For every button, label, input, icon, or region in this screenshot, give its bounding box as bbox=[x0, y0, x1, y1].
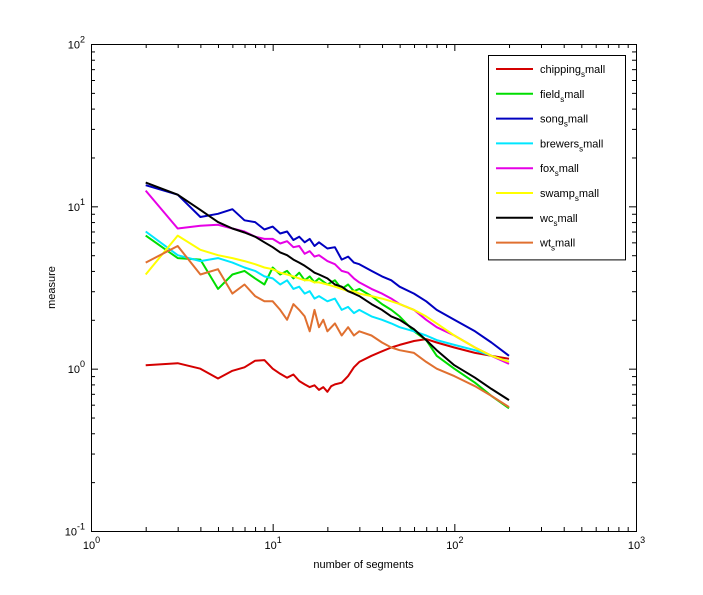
x-tick-label: 102 bbox=[446, 535, 463, 552]
y-axis-label: measure bbox=[46, 266, 58, 309]
legend-label-main: brewers bbox=[540, 138, 580, 150]
legend-label-main: wt bbox=[539, 238, 551, 250]
legend-label-rest: mall bbox=[579, 188, 599, 200]
x-tick-label-base: 10 bbox=[446, 540, 458, 552]
y-tick-label-base: 10 bbox=[68, 40, 80, 52]
legend: chippingsmallfieldsmallsongsmallbrewerss… bbox=[488, 55, 626, 261]
legend-label-rest: mall bbox=[559, 163, 579, 175]
x-tick-label-exponent: 2 bbox=[458, 535, 463, 545]
y-tick-label-exponent: -1 bbox=[77, 522, 85, 532]
y-tick-label: 102 bbox=[68, 35, 85, 52]
legend-label-song-small: songsmall bbox=[540, 114, 588, 129]
series-line-song-small bbox=[145, 184, 510, 357]
series-line-swamp-small bbox=[144, 234, 510, 363]
legend-label-main: swamp bbox=[540, 188, 575, 200]
x-tick-label-base: 10 bbox=[628, 540, 640, 552]
x-tick-label: 100 bbox=[83, 535, 100, 552]
legend-label-fox-small: foxsmall bbox=[540, 163, 579, 178]
legend-label-wt-small: wtsmall bbox=[539, 238, 575, 253]
legend-label-rest: mall bbox=[585, 64, 605, 76]
series-line-chipping-small bbox=[145, 338, 510, 393]
y-tick-label-base: 10 bbox=[65, 527, 77, 539]
x-tick-label-base: 10 bbox=[265, 540, 277, 552]
legend-label-subscript: s bbox=[575, 194, 579, 203]
x-tick-label: 103 bbox=[628, 535, 645, 552]
y-tick-label: 10-1 bbox=[65, 522, 85, 539]
x-tick-label-exponent: 0 bbox=[95, 535, 100, 545]
series-line-wc-small bbox=[145, 181, 510, 401]
legend-label-swamp-small: swampsmall bbox=[540, 188, 599, 203]
legend-label-main: field bbox=[540, 89, 560, 101]
legend-label-field-small: fieldsmall bbox=[540, 89, 584, 104]
legend-label-rest: mall bbox=[564, 89, 584, 101]
y-tick-label: 100 bbox=[68, 359, 85, 376]
x-tick-label: 101 bbox=[265, 535, 282, 552]
legend-label-subscript: s bbox=[581, 70, 585, 79]
legend-label-main: wc bbox=[539, 213, 554, 225]
y-tick-label: 101 bbox=[68, 197, 85, 214]
legend-label-subscript: s bbox=[555, 169, 559, 178]
legend-label-main: chipping bbox=[540, 64, 581, 76]
legend-label-rest: mall bbox=[583, 138, 603, 150]
legend-label-chipping-small: chippingsmall bbox=[540, 64, 605, 79]
legend-label-wc-small: wcsmall bbox=[539, 213, 578, 228]
legend-label-subscript: s bbox=[564, 120, 568, 129]
legend-box bbox=[488, 55, 626, 261]
legend-label-subscript: s bbox=[551, 244, 555, 253]
y-tick-label-base: 10 bbox=[68, 364, 80, 376]
x-tick-label-exponent: 1 bbox=[277, 535, 282, 545]
legend-label-main: song bbox=[540, 114, 564, 126]
x-tick-label-exponent: 3 bbox=[640, 535, 645, 545]
legend-label-subscript: s bbox=[560, 95, 564, 104]
legend-label-brewers-small: brewerssmall bbox=[540, 138, 603, 153]
legend-label-main: fox bbox=[540, 163, 555, 175]
y-tick-label-exponent: 0 bbox=[80, 359, 85, 369]
legend-label-subscript: s bbox=[579, 144, 583, 153]
y-tick-label-base: 10 bbox=[68, 202, 80, 214]
series-line-wt-small bbox=[145, 245, 510, 408]
plot-frame bbox=[91, 44, 637, 532]
y-tick-label-exponent: 2 bbox=[80, 35, 85, 45]
legend-label-subscript: s bbox=[553, 219, 557, 228]
series-layer bbox=[144, 181, 510, 410]
legend-label-rest: mall bbox=[568, 114, 588, 126]
legend-label-rest: mall bbox=[557, 213, 577, 225]
x-tick-label-base: 10 bbox=[83, 540, 95, 552]
x-axis-label: number of segments bbox=[313, 559, 414, 571]
y-tick-label-exponent: 1 bbox=[80, 197, 85, 207]
legend-label-rest: mall bbox=[555, 238, 575, 250]
